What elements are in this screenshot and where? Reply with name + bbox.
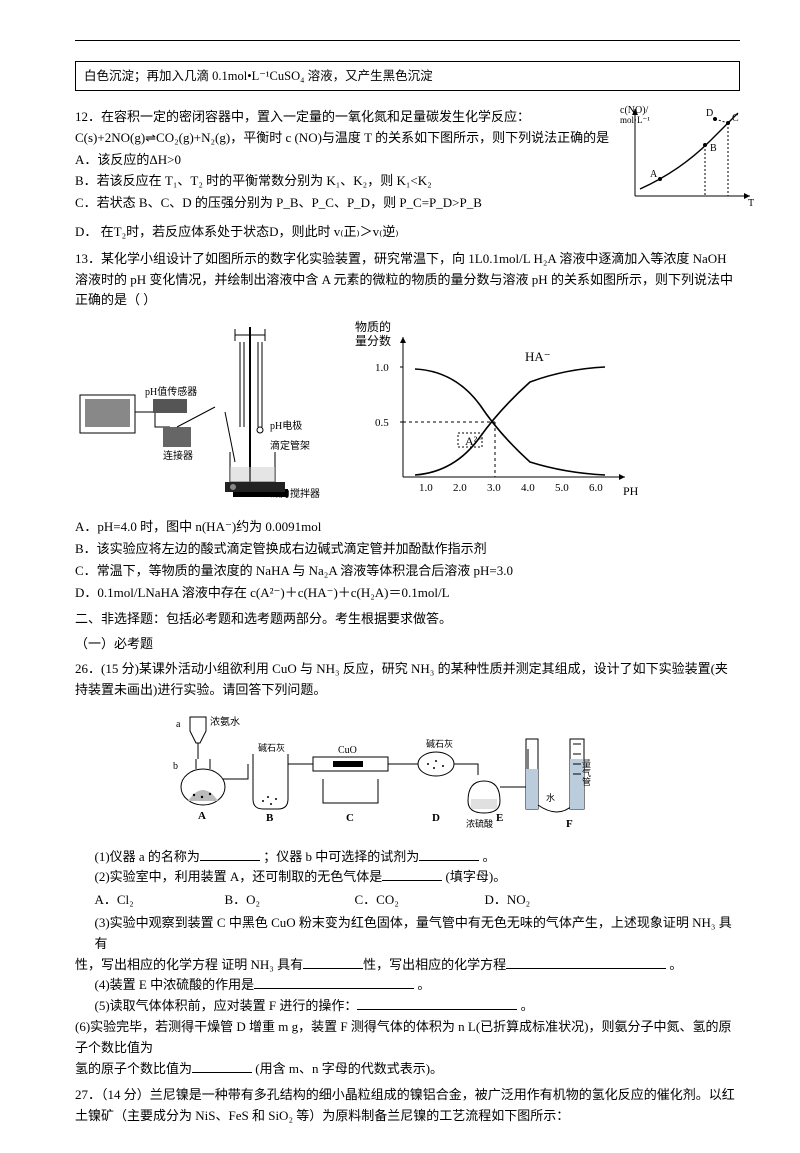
section-2-heading: 二、非选择题：包括必考题和选考题两部分。考生根据要求做答。 <box>75 609 740 630</box>
svg-text:b: b <box>173 761 178 772</box>
q26-2-opt-c: C．CO₂ <box>355 890 445 911</box>
q12-opt-d: D． 在T₂时，若反应体系处于状态D，则此时 v₍正₎＞v₍逆₎ <box>75 222 740 243</box>
q26-6-a: (6)实验完毕，若测得干燥管 D 增重 m g，装置 F 测得气体的体积为 n … <box>75 1019 732 1055</box>
svg-text:浓氨水: 浓氨水 <box>210 715 240 728</box>
svg-text:pH值传感器: pH值传感器 <box>145 385 197 398</box>
svg-text:D: D <box>706 108 713 119</box>
section-2-sub: （一）必考题 <box>75 634 740 655</box>
q13-chart: 物质的 量分数 1.0 0.5 1.0 2.0 3.0 4.0 5.0 6.0 PH H… <box>345 317 645 507</box>
svg-text:C: C <box>732 113 739 124</box>
svg-text:mol·L⁻¹: mol·L⁻¹ <box>620 115 650 125</box>
svg-text:B: B <box>266 812 274 824</box>
svg-text:A: A <box>650 169 658 180</box>
q26-2-opt-a: A．Cl₂ <box>95 890 185 911</box>
q26-2-opt-d: D．NO₂ <box>485 890 575 911</box>
svg-text:T: T <box>748 198 754 209</box>
q26-4-a: (4)装置 E 中浓硫酸的作用是 <box>95 977 255 992</box>
q26-4: (4)装置 E 中浓硫酸的作用是 。 <box>95 975 741 996</box>
page-top-rule <box>75 40 740 41</box>
svg-text:4.0: 4.0 <box>521 482 535 494</box>
q26-1-b: ；仪器 b 中可选择的试剂为 <box>263 849 419 864</box>
blank <box>382 868 442 881</box>
svg-text:碱石灰: 碱石灰 <box>426 738 453 749</box>
blank <box>254 976 414 989</box>
q26-5: (5)读取气体体积前，应对装置 F 进行的操作： 。 <box>95 996 741 1017</box>
blank <box>303 956 363 969</box>
svg-text:CuO: CuO <box>338 745 357 756</box>
q26-6-b: (用含 m、n 字母的代数式表示)。 <box>255 1061 443 1076</box>
svg-text:量分数: 量分数 <box>355 333 391 348</box>
q26-stem: 26．(15 分)某课外活动小组欲利用 CuO 与 NH₃ 反应，研究 NH₃ … <box>75 659 740 701</box>
q13-apparatus-diagram: pH值传感器 连接器 pH电极 滴定管架 磁力搅拌器 <box>75 317 325 507</box>
svg-text:0.5: 0.5 <box>375 417 389 429</box>
q26-2-a: (2)实验室中，利用装置 A，还可制取的无色气体是 <box>95 869 383 884</box>
q27-stem: 27．（14 分）兰尼镍是一种带有多孔结构的细小晶粒组成的镍铝合金，被广泛用作有… <box>75 1085 740 1127</box>
blank <box>357 997 517 1010</box>
q26-5-b: 。 <box>521 998 534 1013</box>
table-cell-fragment: 白色沉淀；再加入几滴 0.1mol•L⁻¹CuSO₄ 溶液，又产生黑色沉淀 <box>75 61 740 91</box>
question-12: 12．在容积一定的密闭容器中，置入一定量的一氧化氮和足量碳发生化学反应： C(s… <box>75 107 740 243</box>
svg-text:2.0: 2.0 <box>453 482 467 494</box>
question-13: 13．某化学小组设计了如图所示的数字化实验装置，研究常温下，向 1L0.1mol… <box>75 249 740 604</box>
svg-text:A²⁻: A²⁻ <box>465 434 484 448</box>
q12-graph: c(NO)/ mol·L⁻¹ A B C D T <box>620 101 760 211</box>
svg-text:量气管: 量气管 <box>581 758 591 785</box>
svg-text:PH: PH <box>623 484 639 498</box>
question-27: 27．（14 分）兰尼镍是一种带有多孔结构的细小晶粒组成的镍铝合金，被广泛用作有… <box>75 1085 740 1127</box>
q26-3-b-pre: 性，写出相应的化学方程 <box>75 957 218 972</box>
q26-apparatus-diagram: a 浓氨水 b A 碱石灰 B CuO C <box>168 709 648 839</box>
q13-figures: pH值传感器 连接器 pH电极 滴定管架 磁力搅拌器 <box>75 317 740 507</box>
svg-text:1.0: 1.0 <box>375 362 389 374</box>
svg-text:D: D <box>432 812 440 824</box>
svg-text:物质的: 物质的 <box>355 319 391 334</box>
svg-text:6.0: 6.0 <box>589 482 603 494</box>
svg-text:B: B <box>710 143 717 154</box>
q26-1-c: 。 <box>482 849 495 864</box>
q26-2: (2)实验室中，利用装置 A，还可制取的无色气体是 (填字母)。 <box>95 867 741 888</box>
blank <box>192 1060 252 1073</box>
svg-text:F: F <box>566 818 573 830</box>
svg-text:5.0: 5.0 <box>555 482 569 494</box>
q26-apparatus-row: a 浓氨水 b A 碱石灰 B CuO C <box>75 709 740 839</box>
q13-opt-b: B．该实验应将左边的酸式滴定管换成右边碱式滴定管并加酚酞作指示剂 <box>75 539 740 560</box>
q26-4-b: 。 <box>417 977 430 992</box>
q13-opt-d: D．0.1mol/LNaHA 溶液中存在 c(A²⁻)＋c(HA⁻)＋c(H₂A… <box>75 583 740 604</box>
q26-2-opts: A．Cl₂ B．O₂ C．CO₂ D．NO₂ <box>95 890 741 911</box>
q26-1-a: (1)仪器 a 的名称为 <box>95 849 200 864</box>
svg-text:C: C <box>346 812 354 824</box>
q13-stem: 13．某化学小组设计了如图所示的数字化实验装置，研究常温下，向 1L0.1mol… <box>75 249 740 311</box>
svg-text:E: E <box>496 812 503 824</box>
svg-text:浓硫酸: 浓硫酸 <box>466 818 493 829</box>
q26-3-a: (3)实验中观察到装置 C 中黑色 CuO 粉末变为红色固体，量气管中有无色无味… <box>95 915 732 951</box>
svg-text:A: A <box>198 810 206 822</box>
q26-3-cont: 性，写出相应的化学方程 证明 NH₃ 具有性，写出相应的化学方程 。 <box>75 955 740 976</box>
svg-text:a: a <box>176 719 181 730</box>
blank <box>200 848 260 861</box>
question-26: 26．(15 分)某课外活动小组欲利用 CuO 与 NH₃ 反应，研究 NH₃ … <box>75 659 740 1079</box>
blank <box>419 848 479 861</box>
svg-text:滴定管架: 滴定管架 <box>270 439 310 452</box>
svg-text:1.0: 1.0 <box>419 482 433 494</box>
svg-text:水: 水 <box>546 792 555 803</box>
q26-6: (6)实验完毕，若测得干燥管 D 增重 m g，装置 F 测得气体的体积为 n … <box>75 1017 740 1059</box>
q26-6-cont: 氢的原子个数比值为 (用含 m、n 字母的代数式表示)。 <box>75 1059 740 1080</box>
table-text: 白色沉淀；再加入几滴 0.1mol•L⁻¹CuSO₄ 溶液，又产生黑色沉淀 <box>84 69 433 83</box>
q26-2-opt-b: B．O₂ <box>225 890 315 911</box>
q26-3-c: 。 <box>669 957 682 972</box>
q13-opt-a: A．pH=4.0 时，图中 n(HA⁻)约为 0.0091mol <box>75 517 740 538</box>
q13-opt-c: C．常温下，等物质的量浓度的 NaHA 与 Na₂A 溶液等体积混合后溶液 pH… <box>75 561 740 582</box>
svg-text:HA⁻: HA⁻ <box>525 349 551 364</box>
svg-text:连接器: 连接器 <box>163 449 193 462</box>
svg-text:3.0: 3.0 <box>487 482 501 494</box>
q26-5-a: (5)读取气体体积前，应对装置 F 进行的操作： <box>95 998 358 1013</box>
blank <box>506 956 666 969</box>
q26-3: (3)实验中观察到装置 C 中黑色 CuO 粉末变为红色固体，量气管中有无色无味… <box>95 913 741 955</box>
q26-2-b: (填字母)。 <box>446 869 507 884</box>
svg-text:pH电极: pH电极 <box>270 419 302 432</box>
q26-1: (1)仪器 a 的名称为 ；仪器 b 中可选择的试剂为 。 <box>95 847 741 868</box>
svg-text:碱石灰: 碱石灰 <box>258 742 285 753</box>
